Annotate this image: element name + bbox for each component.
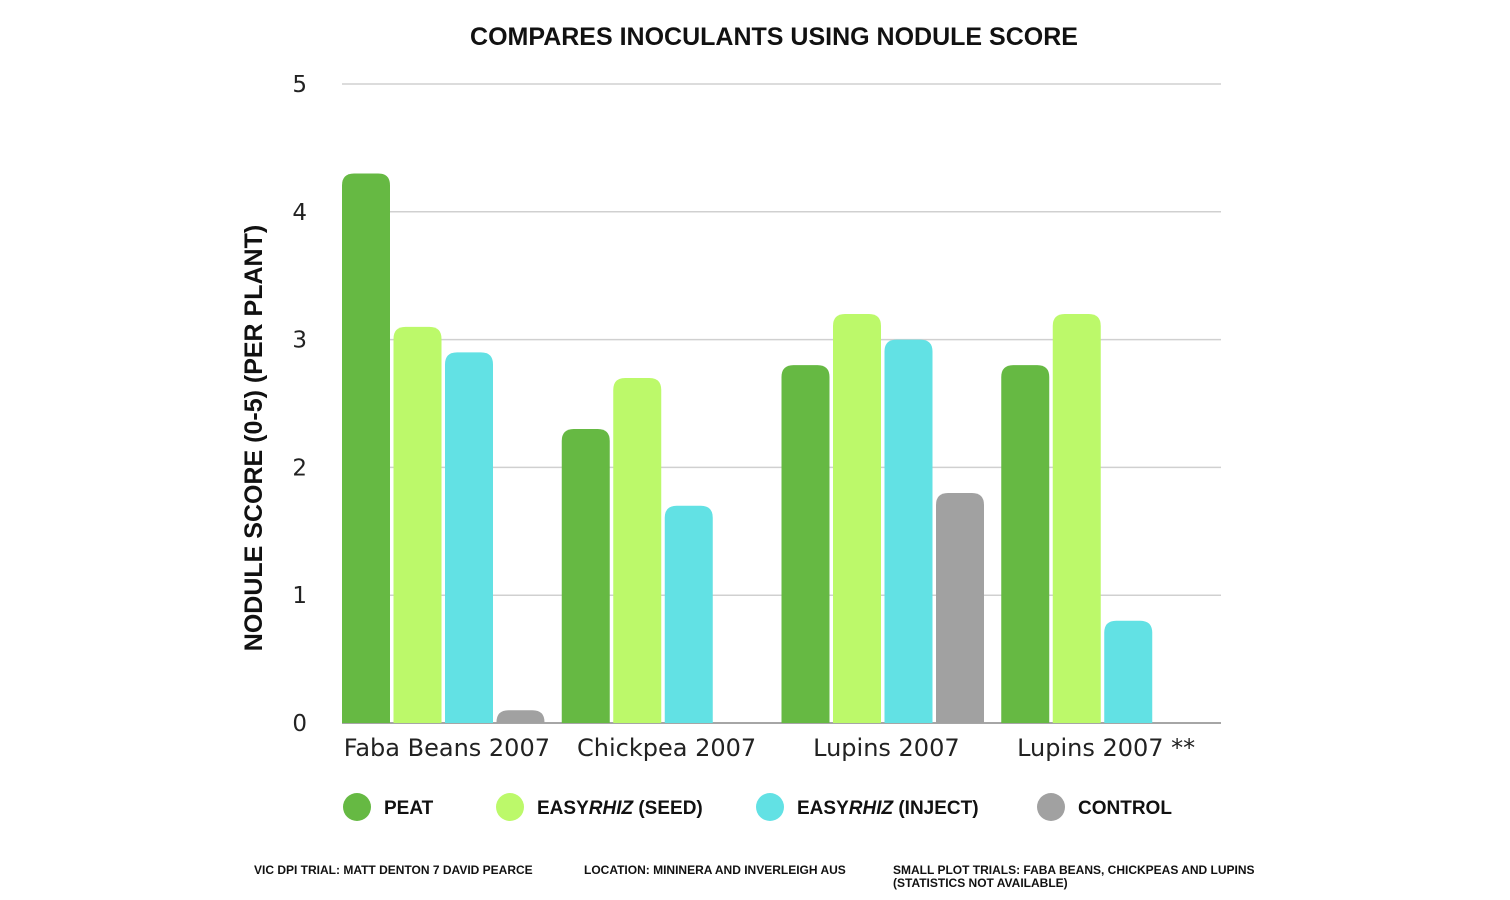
bar-easyrhiz-seed-chickpea-2007 <box>613 377 662 723</box>
bars <box>342 173 1153 723</box>
y-tick-label: 5 <box>292 72 307 98</box>
y-tick-label: 0 <box>292 711 307 737</box>
y-axis-label: NODULE SCORE (0-5) (PER PLANT) <box>240 225 268 651</box>
footer-plot-trials: SMALL PLOT TRIALS: FABA BEANS, CHICKPEAS… <box>893 863 1255 877</box>
x-tick-label: Faba Beans 2007 <box>344 734 550 762</box>
bar-easyrhiz-seed-lupins-2007 <box>833 314 881 723</box>
chart-title: COMPARES INOCULANTS USING NODULE SCORE <box>470 23 1078 51</box>
footer-statistics-note: (STATISTICS NOT AVAILABLE) <box>893 876 1068 890</box>
x-axis-ticks: Faba Beans 2007 Chickpea 2007 Lupins 2007 L… <box>344 734 1195 762</box>
bar-easyrhiz-inject-lupins-2007 <box>1104 620 1153 723</box>
footer: VIC DPI TRIAL: MATT DENTON 7 DAVID PEARC… <box>254 863 1255 890</box>
legend-swatch <box>756 793 784 821</box>
legend-label: EASYRHIZ (INJECT) <box>797 798 979 819</box>
bar-easyrhiz-inject-faba-beans-2007 <box>445 352 493 723</box>
y-tick-label: 3 <box>292 328 307 354</box>
legend-swatch <box>1037 793 1065 821</box>
bar-control-lupins-2007 <box>936 492 984 723</box>
bar-easyrhiz-inject-chickpea-2007 <box>664 505 713 723</box>
bar-peat-faba-beans-2007 <box>342 173 390 723</box>
legend-label: CONTROL <box>1078 798 1172 819</box>
x-tick-label: Lupins 2007 <box>813 734 959 762</box>
bar-easyrhiz-seed-lupins-2007 <box>1052 314 1101 723</box>
legend-label: EASYRHIZ (SEED) <box>537 798 703 819</box>
legend-item: CONTROL <box>1037 793 1172 821</box>
legend-swatch <box>343 793 371 821</box>
bar-control-faba-beans-2007 <box>496 710 545 723</box>
legend-label: PEAT <box>384 798 434 819</box>
y-tick-label: 2 <box>292 455 307 481</box>
bar-peat-lupins-2007 <box>781 365 830 723</box>
legend-item: EASYRHIZ (INJECT) <box>756 793 979 821</box>
bar-easyrhiz-seed-faba-beans-2007 <box>393 326 442 723</box>
y-tick-label: 4 <box>292 200 307 226</box>
footer-location: LOCATION: MININERA AND INVERLEIGH AUS <box>584 863 846 877</box>
y-axis-ticks: 0 1 2 3 4 5 <box>292 72 307 737</box>
x-tick-label: Chickpea 2007 <box>577 734 756 762</box>
legend-swatch <box>496 793 524 821</box>
bar-peat-chickpea-2007 <box>561 429 610 723</box>
legend-item: PEAT <box>343 793 434 821</box>
legend-item: EASYRHIZ (SEED) <box>496 793 703 821</box>
footer-trial: VIC DPI TRIAL: MATT DENTON 7 DAVID PEARC… <box>254 863 533 877</box>
y-tick-label: 1 <box>292 583 307 609</box>
bar-peat-lupins-2007 <box>1001 365 1050 723</box>
x-tick-label: Lupins 2007 ** <box>1017 734 1195 762</box>
legend: PEAT EASYRHIZ (SEED) EASYRHIZ (INJECT) CONT… <box>343 793 1172 821</box>
bar-easyrhiz-inject-lupins-2007 <box>884 339 933 723</box>
